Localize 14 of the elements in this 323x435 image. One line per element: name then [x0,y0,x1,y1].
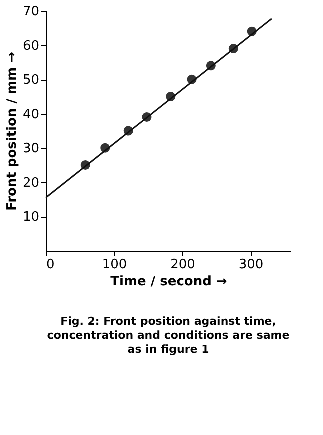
x-axis-title: Time / second → [110,274,228,290]
y-tick-label: 60 [22,38,40,54]
y-axis-title: Front position / mm → [4,52,20,211]
y-tick-label: 20 [22,176,40,191]
x-tick-label: 200 [170,258,196,272]
y-tick-label: 40 [22,107,40,122]
x-tick-label: 0 [46,258,55,272]
x-tick-label: 100 [102,258,128,272]
y-tick-label: 50 [22,73,40,88]
y-tick-label: 10 [22,210,40,226]
caption: Fig. 2: Front position against time, concentration and conditions are same as in figure 1 [47,315,290,356]
y-tick-label: 30 [22,142,40,157]
x-tick-label: 300 [238,258,264,272]
y-tick-label: 70 [22,4,40,20]
